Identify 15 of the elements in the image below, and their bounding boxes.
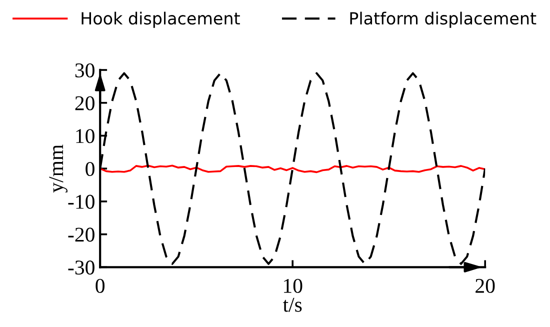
y-tick-label: -10 [68, 194, 94, 209]
y-tick-label: 20 [75, 96, 94, 110]
y-tick-label: 30 [75, 63, 94, 78]
line-series [100, 164, 486, 174]
x-axis-title: t/s [282, 298, 302, 312]
y-tick-label: 0 [86, 162, 94, 176]
x-tick-label: 20 [476, 278, 495, 293]
legend-label: Hook displacement [82, 12, 240, 28]
x-tick-label: 0 [96, 278, 105, 293]
y-tick-label: 10 [76, 129, 94, 144]
x-tick-label: 10 [284, 278, 302, 293]
legend-label: Platform displacement [350, 12, 536, 28]
y-tick-label: -30 [68, 260, 94, 275]
y-tick-label: -20 [68, 228, 94, 242]
y-axis-title: y/mm [49, 144, 68, 193]
